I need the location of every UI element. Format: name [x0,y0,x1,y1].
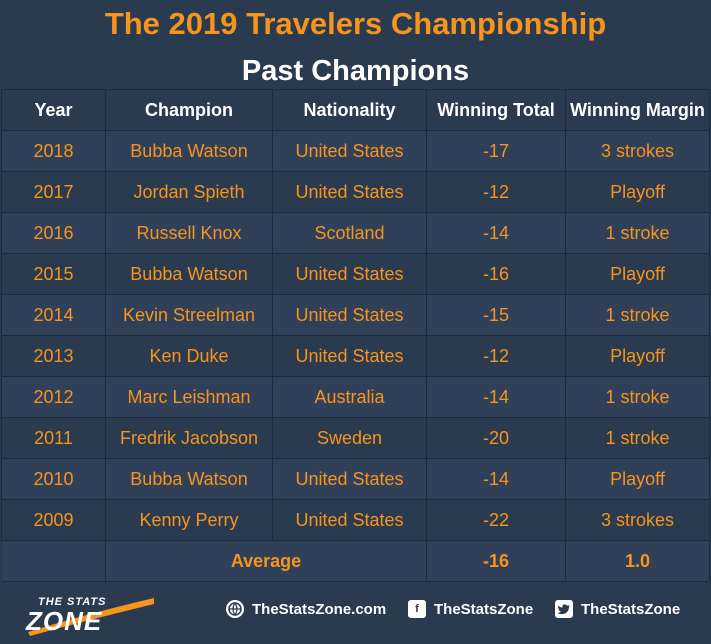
year-cell: 2016 [1,212,106,254]
table-row: 2013 Ken Duke United States -12 Playoff [1,335,710,377]
winning-total-cell: -12 [426,335,566,377]
winning-total-cell: -14 [426,458,566,500]
table-row: 2018 Bubba Watson United States -17 3 st… [1,130,710,172]
nationality-cell: United States [272,335,427,377]
champion-cell: Marc Leishman [105,376,273,418]
winning-total-cell: -22 [426,499,566,541]
average-label: Average [105,540,427,582]
winning-total-cell: -14 [426,376,566,418]
page-subtitle: Past Champions [241,55,470,87]
champion-cell: Bubba Watson [105,458,273,500]
footer: THE STATS ZONE TheStatsZone.com f TheSta… [0,582,711,644]
champion-cell: Kenny Perry [105,499,273,541]
year-cell: 2015 [1,253,106,295]
table-header-row: Year Champion Nationality Winning Total … [1,89,710,131]
logo-main-text: ZONE [26,606,103,636]
champion-cell: Fredrik Jacobson [105,417,273,459]
table-row: 2010 Bubba Watson United States -14 Play… [1,458,710,500]
winning-margin-cell: 1 stroke [565,417,710,459]
average-spacer [1,540,106,582]
year-cell: 2011 [1,417,106,459]
nationality-cell: United States [272,458,427,500]
winning-total-cell: -12 [426,171,566,213]
page-title: The 2019 Travelers Championship [104,6,607,41]
average-total: -16 [426,540,566,582]
facebook-link[interactable]: f TheStatsZone [408,600,533,618]
year-cell: 2014 [1,294,106,336]
table-row: 2016 Russell Knox Scotland -14 1 stroke [1,212,710,254]
header-winning-total: Winning Total [426,89,566,131]
winning-margin-cell: Playoff [565,335,710,377]
average-row: Average -16 1.0 [1,540,710,582]
header-champion: Champion [105,89,273,131]
year-cell: 2018 [1,130,106,172]
nationality-cell: United States [272,499,427,541]
facebook-text: TheStatsZone [434,600,534,618]
header-year: Year [1,89,106,131]
year-cell: 2010 [1,458,106,500]
nationality-cell: Scotland [272,212,427,254]
website-text: TheStatsZone.com [252,600,387,618]
website-link[interactable]: TheStatsZone.com [226,600,386,618]
winning-total-cell: -16 [426,253,566,295]
logo-top-text: THE STATS [38,596,107,608]
champion-cell: Bubba Watson [105,253,273,295]
year-cell: 2009 [1,499,106,541]
nationality-cell: United States [272,130,427,172]
table-row: 2011 Fredrik Jacobson Sweden -20 1 strok… [1,417,710,459]
winning-margin-cell: 1 stroke [565,212,710,254]
year-cell: 2017 [1,171,106,213]
twitter-icon [555,600,573,618]
header-winning-margin: Winning Margin [565,89,710,131]
table-row: 2014 Kevin Streelman United States -15 1… [1,294,710,336]
nationality-cell: Sweden [272,417,427,459]
winning-total-cell: -20 [426,417,566,459]
winning-margin-cell: 1 stroke [565,294,710,336]
winning-margin-cell: 3 strokes [565,499,710,541]
year-cell: 2013 [1,335,106,377]
nationality-cell: United States [272,253,427,295]
twitter-text: TheStatsZone [581,600,681,618]
average-margin: 1.0 [565,540,710,582]
winning-total-cell: -17 [426,130,566,172]
table-row: 2012 Marc Leishman Australia -14 1 strok… [1,376,710,418]
winning-margin-cell: Playoff [565,253,710,295]
logo-swoosh-icon [28,598,154,636]
champion-cell: Jordan Spieth [105,171,273,213]
globe-icon [226,600,244,618]
winning-margin-cell: 1 stroke [565,376,710,418]
winning-total-cell: -14 [426,212,566,254]
twitter-link[interactable]: TheStatsZone [555,600,680,618]
table-row: 2009 Kenny Perry United States -22 3 str… [1,499,710,541]
champions-table: Year Champion Nationality Winning Total … [1,89,710,582]
header-nationality: Nationality [272,89,427,131]
winning-total-cell: -15 [426,294,566,336]
year-cell: 2012 [1,376,106,418]
nationality-cell: United States [272,294,427,336]
winning-margin-cell: Playoff [565,458,710,500]
nationality-cell: Australia [272,376,427,418]
nationality-cell: United States [272,171,427,213]
champion-cell: Russell Knox [105,212,273,254]
champion-cell: Bubba Watson [105,130,273,172]
table-row: 2017 Jordan Spieth United States -12 Pla… [1,171,710,213]
stats-zone-logo: THE STATS ZONE [26,592,156,636]
champion-cell: Kevin Streelman [105,294,273,336]
champion-cell: Ken Duke [105,335,273,377]
facebook-icon: f [408,600,426,618]
winning-margin-cell: 3 strokes [565,130,710,172]
table-row: 2015 Bubba Watson United States -16 Play… [1,253,710,295]
winning-margin-cell: Playoff [565,171,710,213]
